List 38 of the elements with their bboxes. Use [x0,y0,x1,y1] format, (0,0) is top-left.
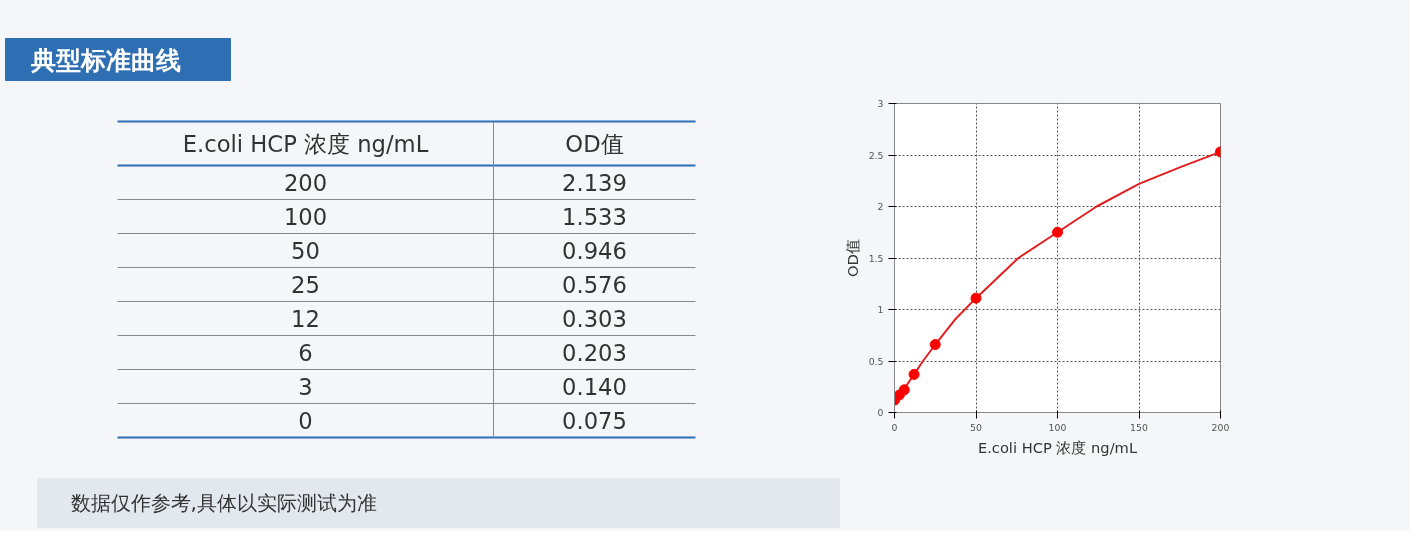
text: 数据仅作参考,具体以实际测试为准 [70,490,377,515]
y-tick-label: 2.5 [868,149,884,161]
x-tick-label: 50 [970,421,982,433]
x-tick-label: 150 [1130,421,1148,433]
text: 0.946 [562,238,627,264]
text: OD值 [565,130,624,157]
point [898,384,910,396]
x-tick-label: 100 [1048,421,1067,433]
text: 2.139 [562,170,627,196]
y-tick-label: 2 [877,201,884,212]
text: 12 [291,306,320,332]
x-tick-label: 200 [1211,421,1230,433]
text: 100 [283,204,328,230]
y-tick-label: 0.5 [868,355,884,367]
y-tick-label: 1.5 [868,252,884,264]
point [1052,226,1063,238]
point [908,368,920,380]
text: 25 [291,272,320,298]
point [970,292,982,304]
text: 50 [291,238,320,264]
text: 3 [298,374,313,400]
point [929,339,941,351]
text: 0.576 [562,272,627,298]
text: 1.533 [562,204,627,230]
text: E.coli HCP 浓度 ng/mL [182,130,429,157]
text: 典型标准曲线 [29,44,181,75]
text: 6 [298,340,313,366]
y-tick-label: 0 [877,407,884,418]
text: 0.075 [562,408,627,434]
text: 0.303 [562,306,627,332]
x-axis-title: E.coli HCP 浓度 ng/mL [977,438,1138,456]
y-axis-title: OD值 [843,239,861,277]
text: 200 [283,170,328,196]
y-tick-label: 3 [877,98,884,109]
text: 0.140 [562,374,627,400]
x-tick-label: 0 [891,421,898,433]
text: 0.203 [562,340,627,366]
y-tick-label: 1 [877,304,884,315]
